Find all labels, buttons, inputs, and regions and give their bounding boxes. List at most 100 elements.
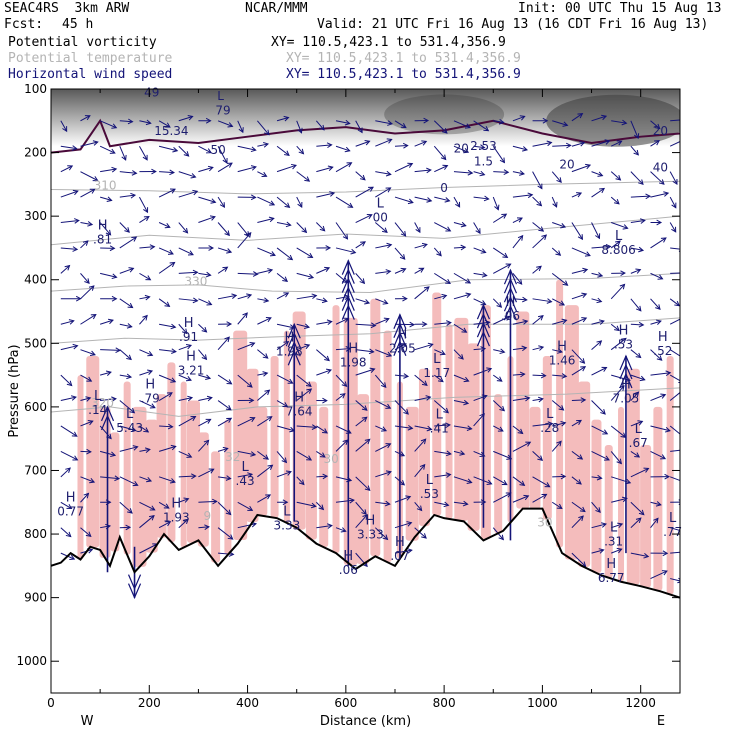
wind-vector-head	[130, 426, 137, 433]
wind-vector-head	[70, 395, 77, 401]
wind-vector-head	[601, 366, 608, 372]
wind-vector	[218, 476, 231, 480]
wind-vector	[571, 293, 587, 300]
wind-vector	[217, 222, 230, 236]
wind-vector-head	[496, 302, 503, 308]
wind-vector	[296, 247, 313, 258]
wind-vector	[610, 171, 621, 181]
wind-vector	[650, 140, 660, 147]
pressure-center-value: 6.77	[598, 571, 625, 585]
wind-vector	[493, 349, 505, 353]
updraft-shading	[445, 324, 453, 519]
wind-vector-head	[499, 157, 506, 164]
wind-vector	[119, 171, 137, 174]
wind-vector-head	[599, 187, 606, 194]
wind-vector	[355, 214, 373, 223]
forecast-hour: 45 h	[62, 17, 94, 32]
wind-vector-head	[143, 215, 150, 222]
wind-vector	[394, 522, 412, 529]
wind-vector-head	[269, 200, 276, 206]
pressure-center-letter: L	[669, 511, 677, 526]
wind-vector	[237, 312, 248, 325]
wind-vector-head	[121, 154, 127, 161]
wind-vector	[650, 349, 663, 361]
pressure-center-value: 3.33	[357, 528, 384, 542]
wind-vector-head	[657, 274, 664, 280]
pressure-center-letter: L	[283, 505, 291, 520]
wind-vector-head	[655, 304, 661, 311]
wind-vector-head	[185, 376, 192, 382]
wind-vector	[276, 400, 288, 408]
wind-vector	[492, 196, 499, 210]
theta-contour	[51, 317, 680, 344]
wind-vector	[394, 163, 413, 173]
wind-vector-head	[386, 138, 393, 144]
wind-vector	[610, 284, 625, 300]
wind-vector-head	[144, 447, 151, 453]
wind-vector-head	[555, 250, 562, 256]
wind-vector-head	[360, 241, 366, 247]
wind-vector-head	[556, 177, 562, 184]
wind-vector	[473, 298, 486, 305]
wind-vector	[434, 222, 451, 232]
updraft-shading	[246, 368, 259, 523]
wind-vector	[630, 323, 644, 326]
wind-vector	[217, 247, 232, 253]
wind-vector-head	[415, 227, 421, 234]
wind-vector-head	[421, 533, 427, 539]
wind-vector-head	[385, 443, 392, 449]
wind-vector	[414, 425, 432, 430]
wind-vector	[198, 166, 214, 173]
wind-vector-head	[127, 118, 134, 125]
wind-vector	[512, 145, 528, 151]
wind-vector-head	[418, 267, 425, 273]
wind-vector	[217, 374, 232, 385]
wind-vector	[453, 425, 472, 430]
wind-vector-head	[426, 167, 432, 174]
wind-vector	[434, 295, 447, 300]
wind-vector	[493, 476, 508, 485]
pv-label: 50	[210, 143, 225, 157]
wind-vector-head	[445, 422, 451, 429]
wind-vector-head	[62, 126, 68, 133]
wind-vector-head	[82, 240, 89, 246]
wind-vector-head	[344, 146, 351, 153]
wind-vector	[257, 389, 270, 401]
wind-vector-head	[381, 426, 388, 432]
wind-vector-head	[125, 524, 132, 531]
wind-vector-head	[581, 292, 588, 298]
wind-vector-head	[522, 319, 529, 325]
updraft-arrow-head	[287, 349, 301, 366]
wind-vector	[434, 165, 448, 173]
wind-vector-head	[146, 476, 153, 483]
wind-vector	[276, 222, 291, 226]
wind-vector-head	[205, 418, 212, 424]
wind-vector	[512, 115, 525, 122]
wind-vector-head	[84, 278, 90, 285]
wind-vector	[355, 140, 370, 147]
updraft-shading	[666, 356, 674, 595]
wind-vector	[374, 527, 388, 540]
wind-vector-head	[576, 419, 583, 426]
updraft-arrow-head	[619, 363, 633, 380]
wind-vector	[296, 295, 317, 300]
wind-vector	[571, 222, 583, 240]
wind-vector	[414, 501, 423, 511]
wind-vector	[551, 272, 568, 286]
wind-vector	[178, 450, 192, 458]
updraft-arrow-head	[393, 322, 407, 338]
wind-vector	[139, 370, 153, 376]
wind-vector-head	[227, 122, 234, 128]
wind-vector	[493, 425, 504, 432]
wind-vector-head	[283, 115, 290, 122]
wind-vector-head	[250, 165, 257, 171]
pv-label: 40	[653, 161, 668, 175]
updraft-shading	[110, 432, 120, 552]
wind-vector-head	[147, 369, 154, 375]
wind-vector-head	[556, 440, 562, 447]
wind-vector	[375, 138, 392, 147]
wind-vector-head	[187, 395, 194, 402]
wind-vector	[198, 397, 212, 402]
pressure-center-letter: H	[506, 295, 516, 310]
wind-vector	[158, 222, 170, 228]
